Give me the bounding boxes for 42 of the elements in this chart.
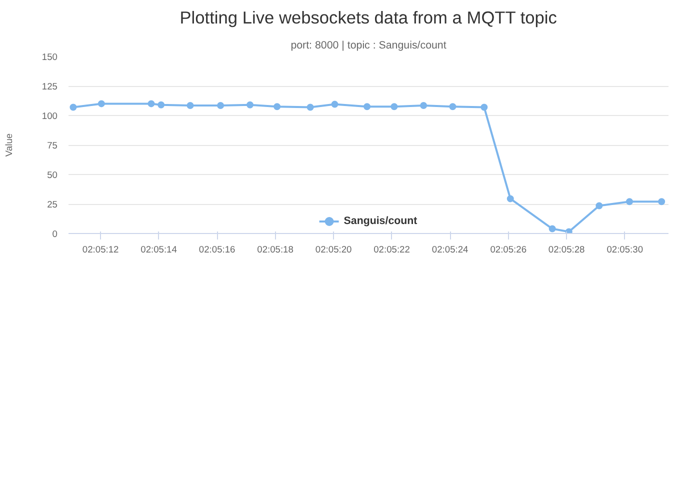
chart-subtitle: port: 8000 | topic : Sanguis/count (290, 40, 446, 52)
x-tick-label: 02:05:30 (606, 244, 644, 254)
point (246, 101, 254, 108)
x-tick-label: 02:05:26 (490, 244, 527, 254)
x-tick-label: 02:05:20 (315, 244, 352, 254)
point (548, 225, 556, 232)
point (364, 103, 371, 110)
point (626, 198, 633, 206)
x-tick-label: 02:05:22 (374, 244, 410, 254)
x-tick-label: 02:05:18 (257, 244, 294, 254)
point (306, 104, 314, 111)
y-tick-label: 100 (42, 111, 58, 121)
point (449, 103, 456, 110)
x-tick-label: 02:05:16 (198, 244, 236, 254)
point (274, 103, 281, 110)
legend-label: Sanguis/count (344, 215, 418, 227)
x-tick-label: 02:05:24 (432, 244, 468, 254)
x-tick-label: 02:05:28 (548, 244, 585, 254)
point (186, 102, 194, 109)
point (148, 100, 155, 108)
x-tick-label: 02:05:14 (140, 244, 177, 254)
y-tick-label: 25 (47, 200, 58, 210)
point (596, 202, 603, 210)
y-tick-label: 75 (47, 140, 58, 150)
point (390, 103, 398, 110)
x-tick-label: 02:05:12 (82, 244, 119, 254)
point (217, 102, 224, 109)
point (658, 198, 666, 206)
point (331, 100, 338, 108)
point (565, 228, 572, 234)
point (158, 101, 165, 108)
point (480, 104, 488, 111)
y-tick-label: 125 (42, 82, 58, 92)
y-tick-label: 50 (47, 170, 58, 180)
chart-title: Plotting Live websockets data from a MQTT topic (180, 8, 558, 28)
y-tick-label: 150 (42, 52, 58, 62)
point (506, 195, 514, 202)
point (70, 104, 77, 111)
y-tick-label: 0 (52, 229, 58, 239)
point (420, 102, 428, 109)
y-axis-title: Value (4, 133, 14, 157)
point (98, 100, 105, 108)
